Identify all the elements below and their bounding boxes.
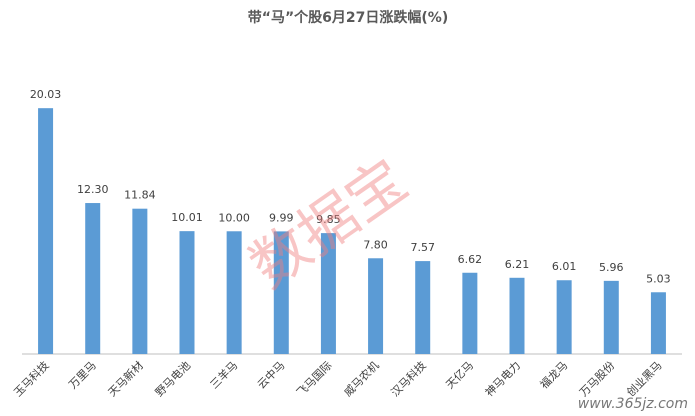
data-label: 6.62 <box>458 253 483 266</box>
data-label: 12.30 <box>77 183 109 196</box>
data-label: 10.01 <box>171 211 203 224</box>
data-label: 11.84 <box>124 189 156 202</box>
chart-title: 带“马”个股6月27日涨跌幅(%) <box>248 9 448 26</box>
bar <box>368 258 384 354</box>
data-label: 5.96 <box>599 261 624 274</box>
data-label: 20.03 <box>30 88 62 101</box>
bar <box>556 280 572 354</box>
bar <box>85 203 101 354</box>
data-label: 9.99 <box>269 211 294 224</box>
bar <box>273 231 289 354</box>
bar <box>462 272 478 354</box>
data-label: 10.00 <box>218 211 250 224</box>
site-watermark: www.365jz.com <box>578 396 688 412</box>
bar <box>415 261 431 354</box>
data-label: 5.03 <box>646 272 671 285</box>
data-label: 7.57 <box>410 241 435 254</box>
bar <box>179 231 195 354</box>
bar <box>38 108 54 354</box>
data-label: 9.85 <box>316 213 341 226</box>
bar <box>603 280 619 354</box>
bar <box>509 277 525 354</box>
data-label: 6.21 <box>505 258 530 271</box>
bar <box>320 233 336 354</box>
data-label: 6.01 <box>552 260 577 273</box>
bar <box>226 231 242 354</box>
bar <box>650 292 666 354</box>
data-label: 7.80 <box>363 238 388 251</box>
bar <box>132 208 148 354</box>
